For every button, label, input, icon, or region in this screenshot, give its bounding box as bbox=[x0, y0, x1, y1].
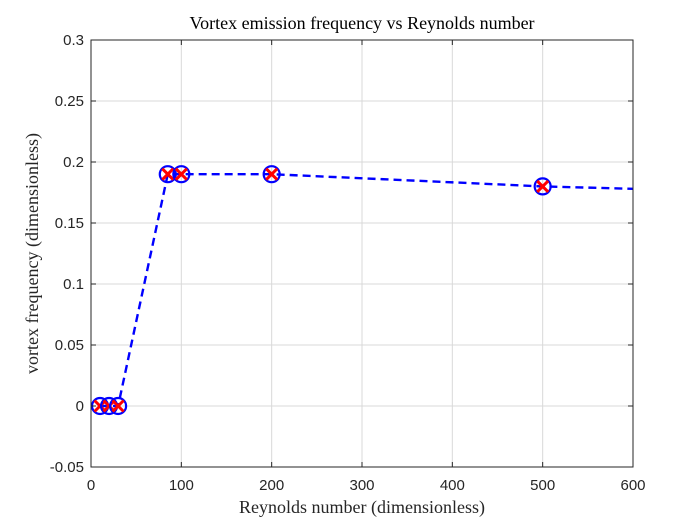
fit-line bbox=[100, 172, 634, 408]
data-point-cross bbox=[174, 167, 188, 181]
y-tick-label: 0.3 bbox=[63, 32, 84, 49]
y-tick-label: 0 bbox=[76, 398, 84, 415]
x-ticks: 0 100 200 300 400 500 600 bbox=[87, 40, 646, 494]
x-tick-label: 400 bbox=[440, 477, 465, 494]
x-tick-label: 100 bbox=[169, 477, 194, 494]
data-point-cross bbox=[265, 167, 279, 181]
data-point-cross bbox=[161, 167, 175, 181]
y-tick-label: 0.15 bbox=[55, 215, 84, 232]
x-tick-label: 200 bbox=[259, 477, 284, 494]
data-point bbox=[172, 165, 191, 184]
y-ticks: -0.05 0 0.05 0.1 0.15 0.2 0.25 0.3 bbox=[50, 32, 633, 476]
x-tick-label: 500 bbox=[530, 477, 555, 494]
data-point-circle bbox=[108, 396, 128, 416]
data-point-cross bbox=[536, 179, 550, 193]
data-point bbox=[533, 177, 552, 196]
x-tick-label: 0 bbox=[87, 477, 95, 494]
chart-title: Vortex emission frequency vs Reynolds nu… bbox=[189, 13, 534, 33]
x-tick-label: 300 bbox=[349, 477, 374, 494]
data-point-circle bbox=[172, 165, 191, 184]
x-axis-label: Reynolds number (dimensionless) bbox=[239, 497, 485, 518]
y-tick-label: 0.2 bbox=[63, 154, 84, 171]
data-point-circle bbox=[262, 165, 281, 184]
y-tick-label: 0.05 bbox=[55, 337, 84, 354]
data-point-circle bbox=[158, 165, 177, 184]
x-tick-label: 600 bbox=[620, 477, 645, 494]
y-tick-label: 0.25 bbox=[55, 93, 84, 110]
y-axis-label: vortex frequency (dimensionless) bbox=[22, 133, 43, 374]
y-tick-label: 0.1 bbox=[63, 276, 84, 293]
fit-line-layer bbox=[100, 172, 634, 408]
data-point-circle bbox=[533, 177, 552, 196]
data-point-cross bbox=[111, 399, 125, 413]
data-point bbox=[158, 165, 177, 184]
data-point bbox=[108, 396, 128, 416]
y-tick-label: -0.05 bbox=[50, 459, 84, 476]
data-point bbox=[262, 165, 281, 184]
